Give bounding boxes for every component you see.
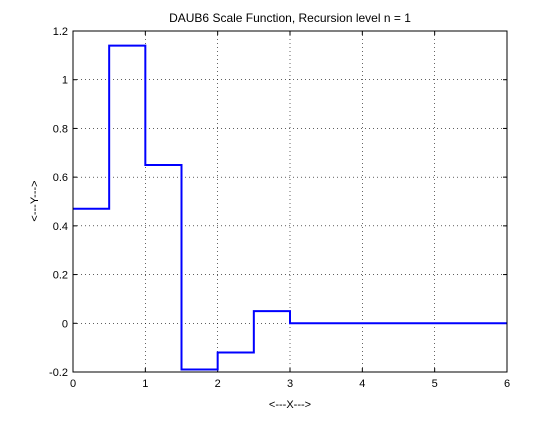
y-tick-label: 0.2: [53, 270, 68, 282]
chart-title: DAUB6 Scale Function, Recursion level n …: [169, 11, 411, 25]
y-tick-label: 0.8: [53, 123, 68, 135]
x-tick-label: 5: [432, 378, 438, 390]
series: [73, 44, 507, 371]
y-axis-label: <---Y--->: [29, 180, 41, 221]
tick-labels: 0 1 2 3 4 5 6-0.200.20.40.60.811.2: [49, 26, 510, 390]
y-tick-label: -0.2: [49, 367, 68, 379]
y-tick-label: 0.6: [53, 172, 68, 184]
x-axis-label: <---X--->: [269, 399, 311, 411]
x-tick-label: 2: [215, 378, 221, 390]
y-tick-label: 0: [62, 318, 68, 330]
x-tick-label: 3: [287, 378, 293, 390]
x-tick-label: 6: [504, 378, 510, 390]
x-tick-label: 4: [359, 378, 365, 390]
plot-frame: [72, 30, 508, 373]
series-line: [73, 44, 507, 371]
x-tick-label: 1: [142, 378, 148, 390]
y-tick-label: 0.4: [53, 221, 68, 233]
y-tick-label: 1.2: [53, 26, 68, 38]
y-tick-label: 1: [62, 75, 68, 87]
x-tick-label: 0: [70, 378, 76, 390]
